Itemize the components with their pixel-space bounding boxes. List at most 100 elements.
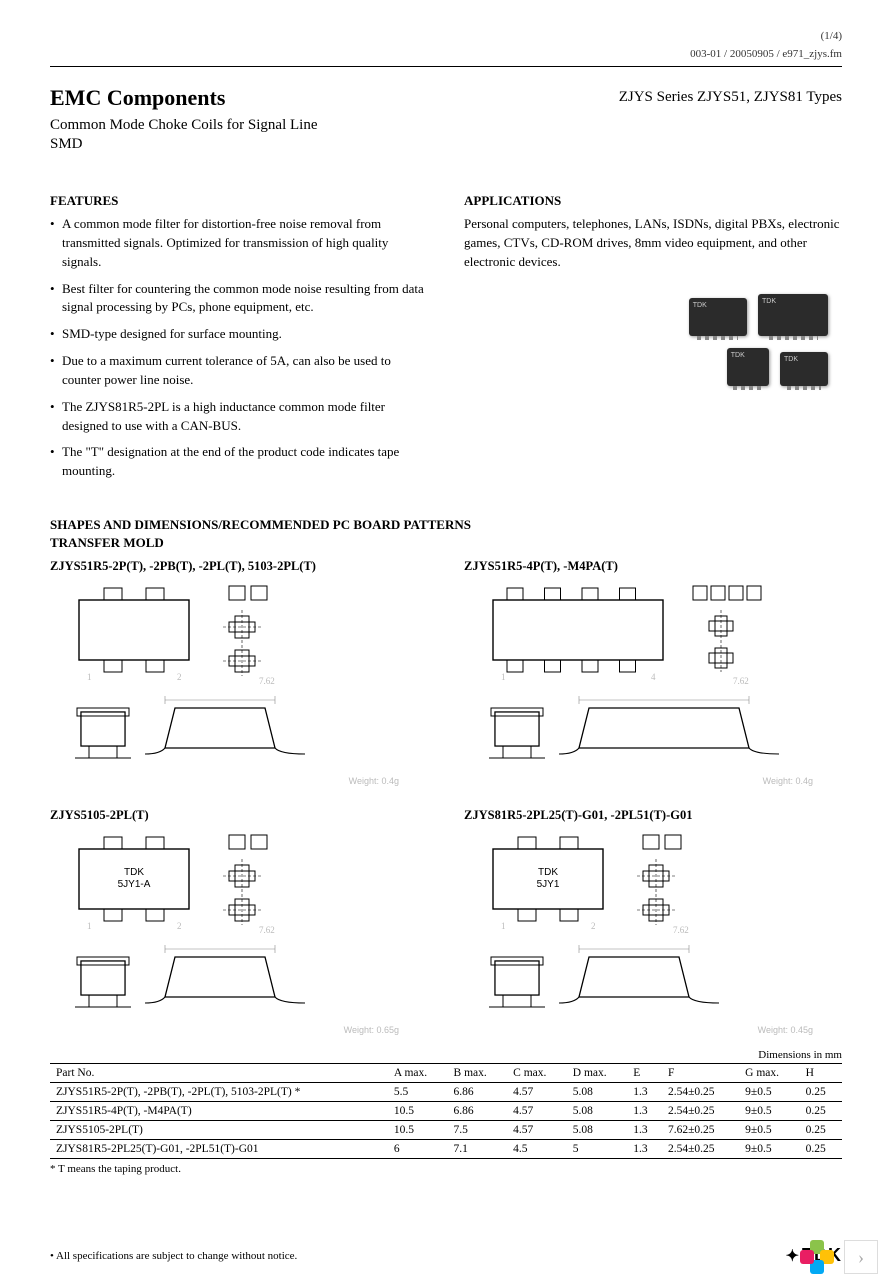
table-row: ZJYS51R5-2P(T), -2PB(T), -2PL(T), 5103-2… — [50, 1083, 842, 1102]
table-cell: 1.3 — [627, 1083, 662, 1102]
table-cell: 6 — [388, 1140, 448, 1159]
table-cell: 4.57 — [507, 1083, 567, 1102]
table-cell: 9±0.5 — [739, 1102, 799, 1121]
svg-text:TDK: TDK — [538, 867, 558, 878]
table-row: ZJYS81R5-2PL25(T)-G01, -2PL51(T)-G0167.1… — [50, 1140, 842, 1159]
table-cell: 5.08 — [567, 1121, 627, 1140]
technical-drawing: 1 4 7.62 — [464, 580, 842, 790]
table-header: F — [662, 1064, 739, 1083]
page-title: EMC Components — [50, 85, 318, 111]
table-cell: 1.3 — [627, 1121, 662, 1140]
table-cell: 6.86 — [448, 1102, 508, 1121]
feature-item: Due to a maximum current tolerance of 5A… — [50, 352, 428, 390]
table-header: C max. — [507, 1064, 567, 1083]
svg-text:2: 2 — [177, 921, 182, 931]
pinwheel-icon — [800, 1240, 834, 1274]
svg-text:7.62: 7.62 — [673, 925, 689, 935]
table-header: H — [800, 1064, 842, 1083]
chip-photo: TDK — [689, 298, 747, 336]
features-list: A common mode filter for distortion-free… — [50, 215, 428, 481]
svg-text:2: 2 — [591, 921, 596, 931]
svg-text:TDK: TDK — [124, 867, 144, 878]
feature-item: Best filter for countering the common mo… — [50, 280, 428, 318]
svg-text:7.62: 7.62 — [733, 676, 749, 686]
chip-photo: TDK — [780, 352, 828, 386]
table-cell: 0.25 — [800, 1083, 842, 1102]
table-cell: 10.5 — [388, 1121, 448, 1140]
table-header: D max. — [567, 1064, 627, 1083]
diagram-cell: ZJYS51R5-2P(T), -2PB(T), -2PL(T), 5103-2… — [50, 559, 428, 790]
svg-text:1: 1 — [501, 672, 506, 682]
table-cell: 0.25 — [800, 1140, 842, 1159]
table-cell: 4.57 — [507, 1102, 567, 1121]
table-cell: 2.54±0.25 — [662, 1140, 739, 1159]
svg-text:Weight: 0.4g: Weight: 0.4g — [763, 776, 813, 786]
table-header: A max. — [388, 1064, 448, 1083]
page-subtitle-1: Common Mode Choke Coils for Signal Line — [50, 117, 318, 134]
series-label: ZJYS Series ZJYS51, ZJYS81 Types — [619, 85, 842, 106]
table-cell: 0.25 — [800, 1102, 842, 1121]
table-cell: 9±0.5 — [739, 1121, 799, 1140]
table-cell: 7.5 — [448, 1121, 508, 1140]
page-indicator: (1/4) — [50, 30, 842, 42]
dimensions-caption: Dimensions in mm — [50, 1049, 842, 1061]
table-cell: 1.3 — [627, 1102, 662, 1121]
table-cell: 0.25 — [800, 1121, 842, 1140]
table-cell: 5.08 — [567, 1102, 627, 1121]
doc-ref: 003-01 / 20050905 / e971_zjys.fm — [50, 48, 842, 60]
table-cell: 7.62±0.25 — [662, 1121, 739, 1140]
diagram-title: ZJYS51R5-4P(T), -M4PA(T) — [464, 559, 842, 574]
table-cell: 9±0.5 — [739, 1083, 799, 1102]
svg-text:1: 1 — [501, 921, 506, 931]
applications-heading: APPLICATIONS — [464, 193, 842, 209]
shapes-heading: SHAPES AND DIMENSIONS/RECOMMENDED PC BOA… — [50, 517, 842, 533]
table-header: G max. — [739, 1064, 799, 1083]
table-header: E — [627, 1064, 662, 1083]
svg-text:5JY1-A: 5JY1-A — [118, 879, 151, 890]
technical-drawing: 1 2 7.62 — [50, 580, 428, 790]
transfer-mold-heading: TRANSFER MOLD — [50, 535, 842, 551]
svg-text:1: 1 — [87, 921, 92, 931]
table-cell: 9±0.5 — [739, 1140, 799, 1159]
table-row: ZJYS51R5-4P(T), -M4PA(T)10.56.864.575.08… — [50, 1102, 842, 1121]
table-header: Part No. — [50, 1064, 388, 1083]
features-heading: FEATURES — [50, 193, 428, 209]
table-cell: 6.86 — [448, 1083, 508, 1102]
chip-photo: TDK — [727, 348, 769, 386]
feature-item: SMD-type designed for surface mounting. — [50, 325, 428, 344]
table-cell: 5 — [567, 1140, 627, 1159]
svg-text:7.62: 7.62 — [259, 676, 275, 686]
table-cell: ZJYS51R5-4P(T), -M4PA(T) — [50, 1102, 388, 1121]
table-note: * T means the taping product. — [50, 1163, 842, 1175]
diagram-title: ZJYS81R5-2PL25(T)-G01, -2PL51(T)-G01 — [464, 808, 842, 823]
table-cell: 7.1 — [448, 1140, 508, 1159]
svg-text:Weight: 0.4g: Weight: 0.4g — [349, 776, 399, 786]
product-photos: TDK TDK TDK TDK — [464, 290, 842, 394]
header-rule — [50, 66, 842, 67]
table-cell: 2.54±0.25 — [662, 1102, 739, 1121]
svg-text:7.62: 7.62 — [259, 925, 275, 935]
diagram-cell: ZJYS5105-2PL(T) TDK 5JY1-A 1 2 — [50, 808, 428, 1039]
svg-text:2: 2 — [177, 672, 182, 682]
svg-text:5JY1: 5JY1 — [537, 879, 560, 890]
feature-item: A common mode filter for distortion-free… — [50, 215, 428, 272]
diagram-cell: ZJYS51R5-4P(T), -M4PA(T) 1 4 — [464, 559, 842, 790]
diagram-title: ZJYS51R5-2P(T), -2PB(T), -2PL(T), 5103-2… — [50, 559, 428, 574]
next-page-button[interactable]: › — [844, 1240, 878, 1274]
table-cell: 2.54±0.25 — [662, 1083, 739, 1102]
table-cell: 5.08 — [567, 1083, 627, 1102]
table-cell: 1.3 — [627, 1140, 662, 1159]
chip-photo: TDK — [758, 294, 828, 336]
dimensions-table: Part No.A max.B max.C max.D max.EFG max.… — [50, 1063, 842, 1159]
svg-text:4: 4 — [651, 672, 656, 682]
svg-text:1: 1 — [87, 672, 92, 682]
technical-drawing: TDK 5JY1 1 2 7.62 — [464, 829, 842, 1039]
feature-item: The "T" designation at the end of the pr… — [50, 443, 428, 481]
table-header: B max. — [448, 1064, 508, 1083]
svg-text:Weight: 0.65g: Weight: 0.65g — [344, 1025, 399, 1035]
technical-drawing: TDK 5JY1-A 1 2 7.62 — [50, 829, 428, 1039]
table-cell: 4.57 — [507, 1121, 567, 1140]
applications-text: Personal computers, telephones, LANs, IS… — [464, 215, 842, 272]
footer-disclaimer: • All specifications are subject to chan… — [50, 1250, 297, 1262]
table-cell: 5.5 — [388, 1083, 448, 1102]
